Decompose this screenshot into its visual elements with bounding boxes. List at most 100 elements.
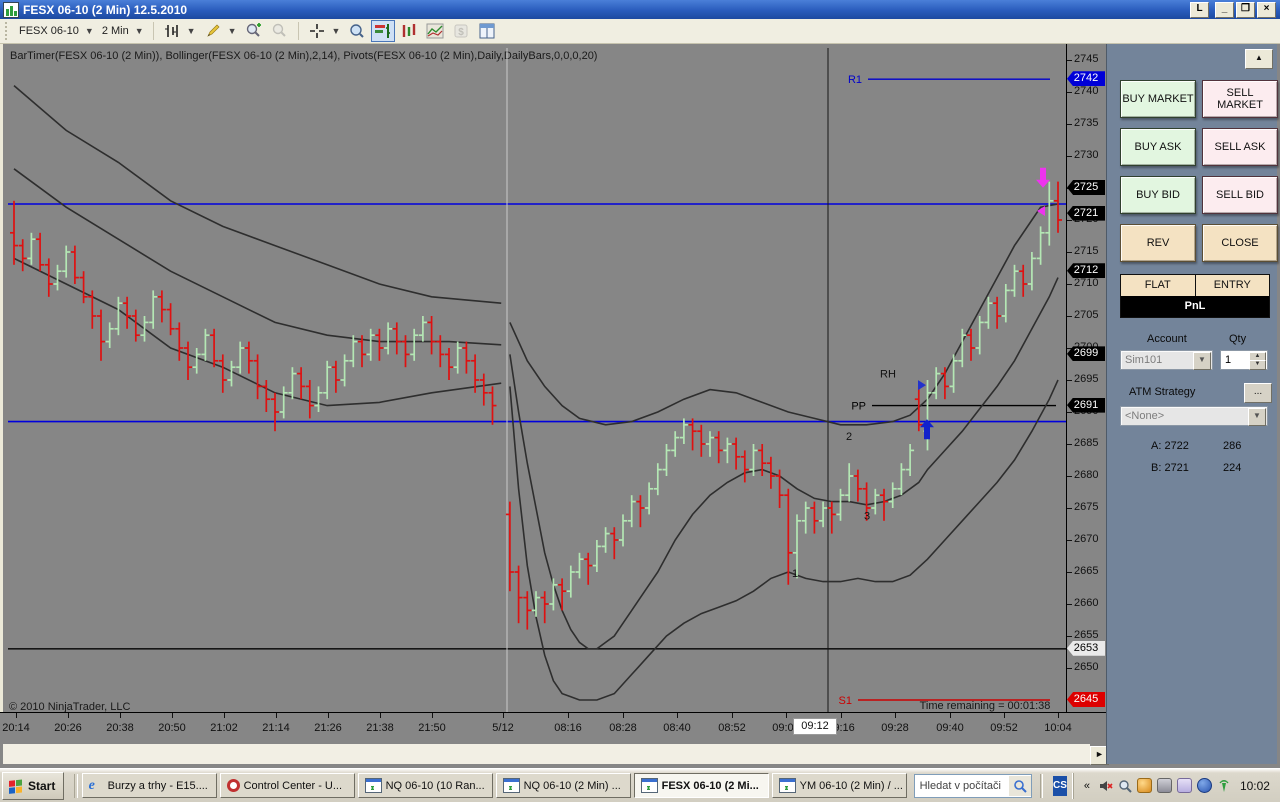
sell-bid-button[interactable]: SELL BID — [1202, 176, 1278, 214]
price-chart[interactable]: R1 PP S1 RH 2 3 1 Time remaining = 00:01:38 — [8, 48, 1066, 712]
taskbar-task-button[interactable]: Control Center - U... — [219, 773, 355, 798]
price-tick-label: 2670 — [1074, 533, 1099, 545]
price-tick — [1067, 284, 1072, 285]
search-icon[interactable] — [1008, 775, 1031, 796]
volume-muted-icon[interactable] — [1099, 779, 1113, 793]
time-axis[interactable]: 20:14 20:26 20:38 20:50 21:02 21:14 21:26 21:38… — [0, 712, 1106, 744]
atm-more-button[interactable]: ... — [1244, 383, 1272, 403]
tray-chevron-icon[interactable]: « — [1083, 779, 1091, 792]
account-select[interactable]: Sim101 ▼ — [1120, 350, 1213, 370]
market-analyzer-icon[interactable] — [397, 20, 421, 42]
instrument-selector[interactable]: FESX 06-10 — [19, 25, 79, 37]
taskbar-task-button[interactable]: e Burzy a trhy - E15.... — [81, 773, 217, 798]
chevron-down-icon[interactable]: ▼ — [84, 26, 94, 36]
crosshair-icon[interactable] — [305, 20, 329, 42]
search-tray-icon[interactable] — [1118, 779, 1132, 793]
chart-overlay-icon[interactable] — [423, 20, 447, 42]
atm-strategy-select[interactable]: <None> ▼ — [1120, 406, 1268, 426]
price-tick-label: 2710 — [1074, 277, 1099, 289]
time-tick — [380, 713, 381, 718]
time-tick-label: 20:38 — [106, 722, 134, 734]
interval-selector[interactable]: 2 Min — [101, 25, 129, 37]
restore-button[interactable]: ❐ — [1236, 1, 1255, 18]
time-tick-label: 21:50 — [418, 722, 446, 734]
task-label: Control Center - U... — [243, 779, 343, 792]
system-tray: « 10:02 — [1072, 772, 1278, 799]
close-position-button[interactable]: CLOSE — [1202, 224, 1278, 262]
time-tick-label: 09:40 — [936, 722, 964, 734]
close-button[interactable]: × — [1257, 1, 1276, 18]
zoom-in-icon[interactable] — [242, 20, 266, 42]
price-tick — [1067, 348, 1072, 349]
link-button[interactable]: L — [1190, 1, 1209, 18]
chart-region[interactable] — [0, 44, 1106, 744]
panel-collapse-button[interactable]: ▲ — [1245, 49, 1273, 69]
panel-layout-icon[interactable] — [475, 20, 499, 42]
price-tick-label: 2680 — [1074, 469, 1099, 481]
price-tick — [1067, 92, 1072, 93]
purple-app-icon[interactable] — [1176, 778, 1192, 793]
language-indicator[interactable]: CS — [1053, 775, 1067, 796]
chart-window-icon — [778, 778, 796, 793]
blue-app-icon[interactable] — [1196, 778, 1212, 793]
sell-market-button[interactable]: SELL MARKET — [1202, 80, 1278, 118]
bid-price: B: 2721 — [1151, 462, 1189, 474]
price-tag: 2725 — [1067, 180, 1105, 195]
sell-ask-button[interactable]: SELL ASK — [1202, 128, 1278, 166]
chevron-down-icon[interactable]: ▼ — [186, 26, 196, 36]
time-tick-label: 5/12 — [492, 722, 514, 734]
search-input[interactable]: Hledat v počítači — [913, 773, 1032, 798]
time-tick-label: 08:52 — [718, 722, 746, 734]
chevron-down-icon[interactable]: ▼ — [331, 26, 341, 36]
pivot-label-S1: S1 — [839, 695, 852, 707]
time-tick — [68, 713, 69, 718]
toolbar-grip[interactable] — [5, 22, 11, 40]
flat-entry-block: FLAT ENTRY PnL — [1120, 274, 1270, 318]
start-button[interactable]: Start — [2, 771, 65, 800]
time-tick — [172, 713, 173, 718]
chart-window-icon — [502, 778, 520, 793]
wireless-icon[interactable] — [1217, 779, 1231, 793]
price-tag: 2691 — [1067, 397, 1105, 413]
chart-trader-icon[interactable] — [371, 20, 396, 42]
price-tick — [1067, 508, 1072, 509]
quantity-stepper[interactable]: 1 ▲ ▼ — [1220, 350, 1268, 370]
update-badge-icon[interactable] — [1136, 778, 1152, 793]
draw-tool-icon[interactable] — [201, 20, 225, 42]
task-label: YM 06-10 (2 Min) / ... — [799, 779, 903, 792]
buy-arrow-icon — [920, 419, 934, 440]
horizontal-scrollbar[interactable] — [3, 744, 1090, 764]
flat-button[interactable]: FLAT — [1121, 275, 1195, 296]
taskbar-separator — [74, 773, 78, 798]
chevron-down-icon[interactable]: ▼ — [1193, 352, 1211, 370]
entry-button[interactable]: ENTRY — [1194, 275, 1269, 296]
chevron-down-icon[interactable]: ▼ — [227, 26, 237, 36]
svg-text:$: $ — [459, 27, 465, 38]
taskbar-task-button[interactable]: NQ 06-10 (2 Min) ... — [495, 773, 631, 798]
buy-ask-button[interactable]: BUY ASK — [1120, 128, 1196, 166]
time-tick — [568, 713, 569, 718]
taskbar-task-button[interactable]: YM 06-10 (2 Min) / ... — [771, 773, 907, 798]
price-tick — [1067, 380, 1072, 381]
taskbar-task-active[interactable]: FESX 06-10 (2 Mi... — [633, 773, 769, 798]
scroll-right-button[interactable]: ► — [1090, 746, 1109, 765]
chart-style-icon[interactable] — [160, 20, 184, 42]
chart-toolbar: FESX 06-10 ▼ 2 Min ▼ ▼ ▼ ▼ — [0, 19, 1280, 44]
buy-bid-button[interactable]: BUY BID — [1120, 176, 1196, 214]
minimize-button[interactable]: _ — [1215, 1, 1234, 18]
time-tick-label: 21:26 — [314, 722, 342, 734]
ninjatrader-icon — [226, 779, 240, 792]
power-plug-icon[interactable] — [1156, 778, 1172, 793]
sell-arrow-icon — [1036, 167, 1050, 188]
reverse-button[interactable]: REV — [1120, 224, 1196, 262]
taskbar-task-button[interactable]: NQ 06-10 (10 Ran... — [357, 773, 493, 798]
account-label: Account — [1147, 333, 1187, 345]
price-axis[interactable]: 2745274027352730272527202715271027052700… — [1066, 44, 1107, 744]
marker-text: 1 — [792, 568, 798, 580]
chevron-down-icon[interactable]: ▼ — [1248, 408, 1266, 426]
chart-trader-panel: ▲ BUY MARKET SELL MARKET BUY ASK SELL AS… — [1106, 44, 1278, 764]
data-box-icon[interactable] — [345, 20, 369, 42]
chevron-down-icon[interactable]: ▼ — [134, 26, 144, 36]
buy-market-button[interactable]: BUY MARKET — [1120, 80, 1196, 118]
qty-down-icon[interactable]: ▼ — [1249, 360, 1266, 370]
